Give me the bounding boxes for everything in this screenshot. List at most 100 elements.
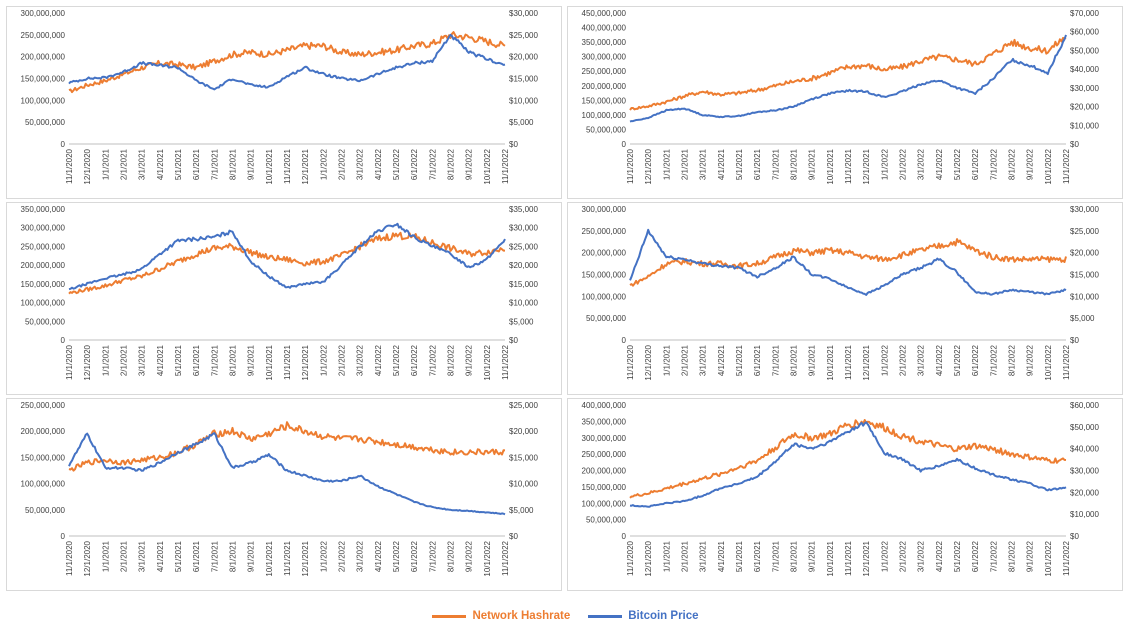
chart-panel-6: 0 50,000,000 100,000,000 150,000,000 200,000…: [567, 398, 1123, 591]
x-tick-label: 7/1/2022: [989, 540, 998, 572]
y-right-tick-label: $5,000: [509, 506, 534, 515]
y-left-tick-label: 100,000,000: [582, 111, 627, 120]
x-tick-label: 11/1/2020: [626, 540, 635, 576]
y-left-tick-label: 350,000,000: [582, 417, 627, 426]
x-tick-label: 6/1/2022: [971, 148, 980, 180]
x-tick-label: 9/1/2022: [465, 148, 474, 180]
x-tick-label: 6/1/2022: [410, 148, 419, 180]
series-line-price: [68, 222, 506, 291]
x-tick-label: 8/1/2022: [1008, 344, 1017, 376]
chart-svg-6: 0 50,000,000 100,000,000 150,000,000 200,000…: [582, 401, 1100, 577]
chart-svg-4: 0 50,000,000 100,000,000 150,000,000 200,000…: [582, 205, 1100, 381]
x-tick-label: 8/1/2021: [229, 344, 238, 376]
x-tick-label: 10/1/2021: [826, 540, 835, 576]
x-tick-label: 7/1/2021: [210, 540, 219, 572]
x-tick-label: 4/1/2021: [156, 344, 165, 376]
x-tick-label: 12/1/2021: [301, 344, 310, 380]
x-tick-label: 9/1/2022: [1026, 148, 1035, 180]
x-tick-label: 4/1/2022: [935, 344, 944, 376]
x-tick-label: 6/1/2021: [192, 344, 201, 376]
y-right-tick-label: $10,000: [1070, 121, 1099, 130]
x-tick-label: 8/1/2022: [447, 344, 456, 376]
y-left-tick-label: 200,000,000: [21, 261, 66, 270]
x-tick-label: 11/1/2022: [501, 540, 510, 576]
x-tick-label: 5/1/2021: [735, 148, 744, 180]
y-left-tick-label: 150,000,000: [21, 75, 66, 84]
x-tick-label: 12/1/2021: [862, 344, 871, 380]
y-left-tick-label: 0: [622, 532, 627, 541]
y-right-tick-label: $10,000: [509, 299, 538, 308]
y-left-tick-label: 50,000,000: [25, 317, 66, 326]
y-left-tick-label: 50,000,000: [25, 118, 66, 127]
x-tick-label: 6/1/2022: [410, 344, 419, 376]
x-tick-label: 6/1/2021: [192, 148, 201, 180]
x-tick-label: 12/1/2021: [862, 148, 871, 184]
x-tick-label: 7/1/2021: [771, 344, 780, 376]
chart-panel-2: 0 50,000,000 100,000,000 150,000,000 200,000…: [567, 6, 1123, 199]
x-tick-label: 10/1/2021: [265, 540, 274, 576]
y-right-tick-label: $0: [1070, 532, 1079, 541]
y-right-tick-label: $20,000: [509, 53, 538, 62]
y-right-tick-label: $10,000: [1070, 510, 1099, 519]
y-left-tick-label: 200,000,000: [21, 53, 66, 62]
y-left-tick-label: 150,000,000: [21, 453, 66, 462]
x-tick-label: 11/1/2021: [283, 540, 292, 576]
x-tick-label: 5/1/2022: [953, 344, 962, 376]
x-tick-label: 2/1/2021: [120, 344, 129, 376]
x-tick-label: 9/1/2022: [1026, 540, 1035, 572]
y-right-tick-label: $0: [509, 532, 518, 541]
x-tick-label: 2/1/2021: [681, 344, 690, 376]
charts-grid: 0 50,000,000 100,000,000 150,000,000 200,000…: [6, 6, 1123, 591]
x-tick-label: 3/1/2021: [699, 148, 708, 180]
legend-swatch-hashrate: [432, 614, 467, 618]
chart-panel-4: 0 50,000,000 100,000,000 150,000,000 200,000…: [567, 202, 1123, 395]
y-right-tick-label: $30,000: [1070, 205, 1099, 214]
x-tick-label: 1/1/2021: [662, 344, 671, 376]
y-right-tick-label: $5,000: [509, 118, 534, 127]
y-right-tick-label: $50,000: [1070, 46, 1099, 55]
x-tick-label: 1/1/2022: [319, 540, 328, 572]
x-tick-label: 3/1/2021: [138, 344, 147, 376]
x-tick-label: 1/1/2022: [319, 344, 328, 376]
x-tick-label: 7/1/2022: [428, 344, 437, 376]
x-tick-label: 3/1/2022: [356, 540, 365, 572]
y-left-tick-label: 0: [61, 140, 66, 149]
series-line-hashrate: [629, 419, 1067, 499]
x-tick-label: 12/1/2021: [301, 148, 310, 184]
y-left-tick-label: 350,000,000: [582, 38, 627, 47]
x-tick-label: 8/1/2021: [790, 540, 799, 572]
x-tick-label: 6/1/2022: [971, 540, 980, 572]
x-tick-label: 4/1/2022: [374, 540, 383, 572]
y-right-tick-label: $15,000: [509, 75, 538, 84]
series-line-hashrate: [68, 421, 506, 472]
y-left-tick-label: 400,000,000: [582, 24, 627, 33]
x-tick-label: 2/1/2021: [120, 540, 129, 572]
y-right-tick-label: $30,000: [1070, 467, 1099, 476]
series-line-hashrate: [629, 238, 1067, 287]
y-left-tick-label: 450,000,000: [582, 9, 627, 18]
x-tick-label: 5/1/2022: [953, 540, 962, 572]
legend-item-hashrate: Network Hashrate: [432, 610, 570, 622]
y-left-tick-label: 50,000,000: [586, 516, 627, 525]
y-left-tick-label: 150,000,000: [582, 271, 627, 280]
x-tick-label: 5/1/2021: [735, 540, 744, 572]
y-right-tick-label: $10,000: [1070, 292, 1099, 301]
series-line-price: [629, 34, 1067, 123]
y-right-tick-label: $25,000: [509, 401, 538, 410]
y-right-tick-label: $60,000: [1070, 28, 1099, 37]
y-right-tick-label: $0: [1070, 140, 1079, 149]
y-right-tick-label: $5,000: [1070, 314, 1095, 323]
y-right-tick-label: $20,000: [1070, 103, 1099, 112]
y-left-tick-label: 400,000,000: [582, 401, 627, 410]
x-tick-label: 2/1/2022: [338, 344, 347, 376]
y-right-tick-label: $50,000: [1070, 423, 1099, 432]
chart-panel-1: 0 50,000,000 100,000,000 150,000,000 200,000…: [6, 6, 562, 199]
y-left-tick-label: 250,000,000: [21, 242, 66, 251]
y-left-tick-label: 250,000,000: [21, 401, 66, 410]
x-tick-label: 8/1/2021: [790, 344, 799, 376]
x-tick-label: 11/1/2021: [283, 148, 292, 184]
y-left-tick-label: 100,000,000: [21, 299, 66, 308]
x-tick-label: 12/1/2021: [301, 540, 310, 576]
y-right-tick-label: $10,000: [509, 96, 538, 105]
y-right-tick-label: $25,000: [509, 31, 538, 40]
